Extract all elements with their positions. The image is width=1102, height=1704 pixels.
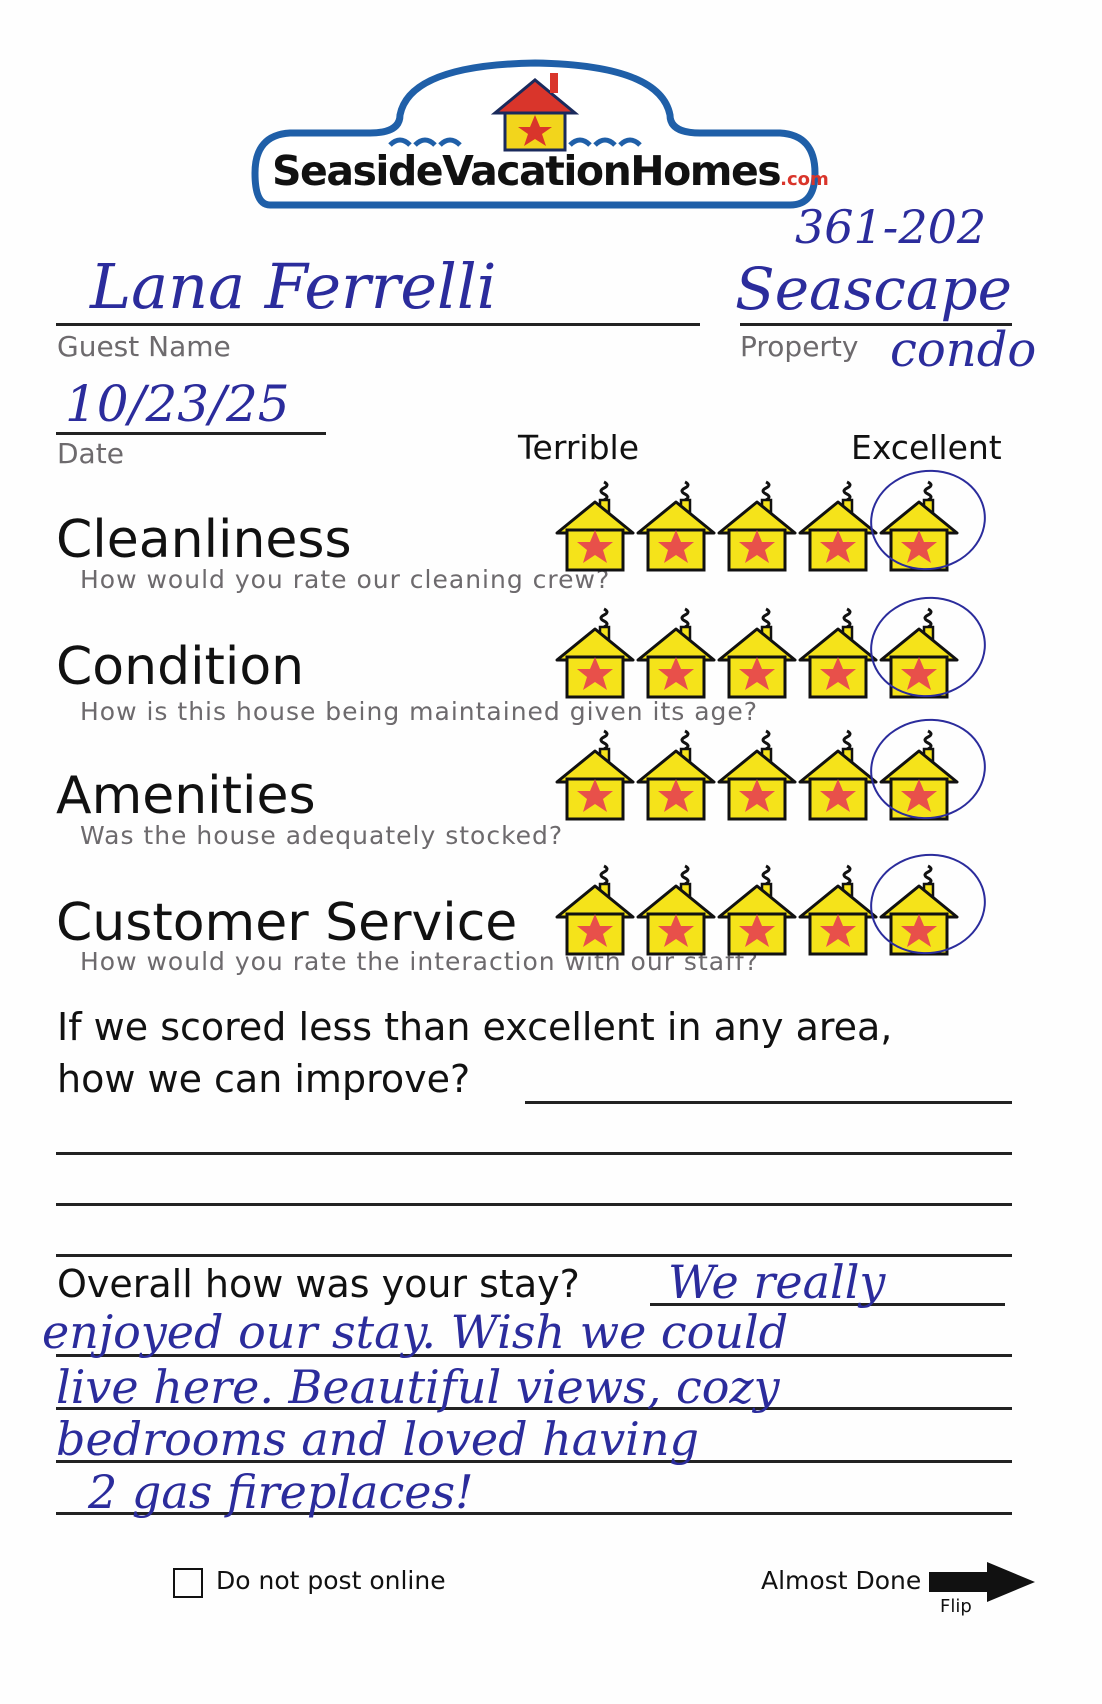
rating-question-customer-service: How would you rate the interaction with … [80,947,759,976]
house-star-icon-1[interactable] [554,478,636,574]
rating-title-amenities: Amenities [56,766,316,826]
house-star-icon-3[interactable] [716,862,798,958]
date-value: 10/23/25 [65,375,290,433]
rating-title-customer-service: Customer Service [56,893,518,953]
overall-answer-line [56,1354,1012,1357]
improve-answer-line[interactable] [56,1203,1012,1206]
scale-low-label: Terrible [518,428,639,467]
rating-question-amenities: Was the house adequately stocked? [80,821,564,850]
rating-houses-condition [554,589,1034,705]
overall-answer-line-2: enjoyed our stay. Wish we could [42,1305,789,1359]
property-code: 361-202 [795,200,987,254]
date-line [56,432,326,435]
property-value: Seascape [735,255,1012,323]
overall-answer-line [650,1303,1005,1306]
house-star-icon-2[interactable] [635,862,717,958]
do-not-post-label: Do not post online [216,1566,446,1595]
rating-houses-cleanliness [554,462,1034,578]
house-star-icon-3[interactable] [716,478,798,574]
arrow-right-icon [929,1562,1035,1602]
overall-answer-line [56,1460,1012,1463]
property-line [740,323,1012,326]
improve-answer-line[interactable] [56,1254,1012,1257]
rating-question-condition: How is this house being maintained given… [80,697,759,726]
house-star-icon-3[interactable] [716,605,798,701]
rating-houses-customer-service [554,846,1034,962]
logo-brand: SeasideVacationHomes [272,147,782,195]
rating-title-condition: Condition [56,637,305,697]
date-label: Date [57,437,124,470]
rating-houses-amenities [554,711,1034,827]
overall-answer-line [56,1407,1012,1410]
guest-name-line [56,323,700,326]
guest-name-value: Lana Ferrelli [90,250,497,323]
guest-name-label: Guest Name [57,330,231,363]
overall-answer-line-3: live here. Beautiful views, cozy [56,1360,780,1414]
overall-question: Overall how was your stay? [57,1262,580,1306]
logo: SeasideVacationHomes.com [250,55,829,215]
house-star-icon-4[interactable] [797,605,879,701]
scale-high-label: Excellent [851,428,1002,467]
improve-answer-line[interactable] [525,1101,1012,1104]
house-star-icon-2[interactable] [635,605,717,701]
overall-answer-line-1: We really [668,1255,886,1309]
house-star-icon-1[interactable] [554,862,636,958]
overall-answer-line-4: bedrooms and loved having [56,1412,699,1466]
house-star-icon-4[interactable] [797,478,879,574]
property-value-line2: condo [890,322,1037,378]
improve-question-line1: If we scored less than excellent in any … [57,1005,893,1049]
property-label: Property [740,330,859,363]
house-star-icon-3[interactable] [716,727,798,823]
house-star-icon-5[interactable] [878,605,960,701]
house-star-icon-5[interactable] [878,478,960,574]
house-star-icon-2[interactable] [635,727,717,823]
house-star-icon-1[interactable] [554,727,636,823]
do-not-post-checkbox[interactable] [173,1568,203,1598]
improve-answer-line[interactable] [56,1152,1012,1155]
logo-graphic [251,59,819,209]
flip-label: Flip [940,1596,972,1617]
overall-answer-line [56,1512,1012,1515]
house-star-icon-4[interactable] [797,727,879,823]
rating-question-cleanliness: How would you rate our cleaning crew? [80,565,611,594]
overall-answer-line-5: 2 gas fireplaces! [88,1465,474,1519]
improve-question-line2: how we can improve? [57,1057,471,1101]
house-star-icon-2[interactable] [635,478,717,574]
house-star-icon-5[interactable] [878,862,960,958]
almost-done-label: Almost Done [761,1566,922,1595]
house-star-icon-1[interactable] [554,605,636,701]
house-star-icon-4[interactable] [797,862,879,958]
rating-title-cleanliness: Cleanliness [56,510,352,570]
house-star-icon-5[interactable] [878,727,960,823]
logo-suffix: .com [780,169,829,190]
